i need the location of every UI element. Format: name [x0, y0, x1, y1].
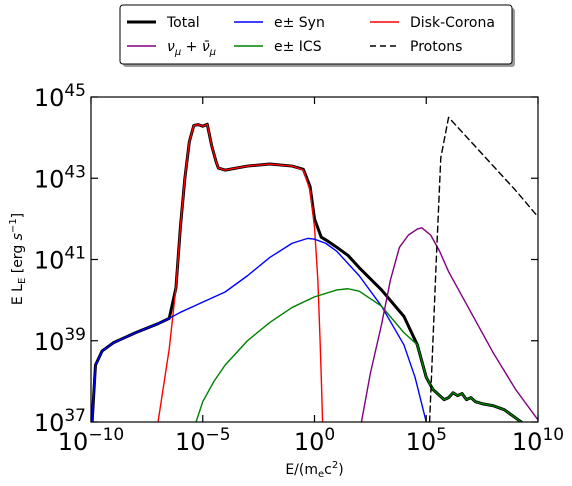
series-line-epm-ics: [195, 288, 522, 422]
legend-item-protons: Protons: [370, 39, 462, 55]
x-tick-label-0: 10−10: [58, 425, 124, 456]
legend-label-numu-nu-mu: νμ + ν̄μ: [167, 39, 216, 58]
x-tick-labels: 10−10 10−5 100 105 1010: [58, 425, 564, 456]
x-tick-label-4: 1010: [512, 425, 564, 456]
series-line-protons: [428, 116, 538, 422]
x-axis-label: E/(mec2): [285, 460, 343, 480]
legend-item-disk-corona: Disk-Corona: [370, 15, 495, 31]
series-line-disk-corona: [157, 123, 324, 422]
series-line-total: [91, 122, 523, 422]
legend-label-total: Total: [166, 15, 200, 31]
y-tick-labels: 1037 1039 1041 1043 1045: [34, 81, 86, 437]
y-tick-label-4: 1045: [34, 81, 86, 112]
legend-label-disk-corona: Disk-Corona: [410, 15, 495, 31]
x-tick-label-3: 105: [406, 425, 447, 456]
x-tick-label-2: 100: [294, 425, 335, 456]
x-tick-label-1: 10−5: [175, 425, 231, 456]
legend-item-epm-syn: e± Syn: [234, 15, 325, 31]
legend: Total νμ + ν̄μ e± Syn e± ICS Disk-Corona Prot…: [119, 4, 515, 67]
plot-area: [90, 96, 539, 423]
series-line-epm-syn: [91, 237, 427, 422]
y-tick-label-1: 1039: [34, 325, 86, 356]
legend-label-epm-syn: e± Syn: [274, 15, 325, 31]
legend-item-total: Total: [127, 15, 200, 31]
legend-item-numu-nu-mu: νμ + ν̄μ: [127, 39, 216, 58]
legend-frame: [119, 4, 513, 65]
y-tick-label-2: 1041: [34, 244, 86, 275]
legend-item-epm-ics: e± ICS: [234, 39, 322, 55]
series-line-numu-nu-mu: [360, 227, 538, 422]
legend-label-epm-ics: e± ICS: [274, 39, 322, 55]
legend-label-protons: Protons: [410, 39, 462, 55]
y-tick-label-0: 1037: [34, 406, 86, 437]
plot-frame: [90, 96, 539, 423]
y-tick-label-3: 1043: [34, 162, 86, 193]
y-axis-label: E LE [erg s−1]: [8, 213, 28, 305]
